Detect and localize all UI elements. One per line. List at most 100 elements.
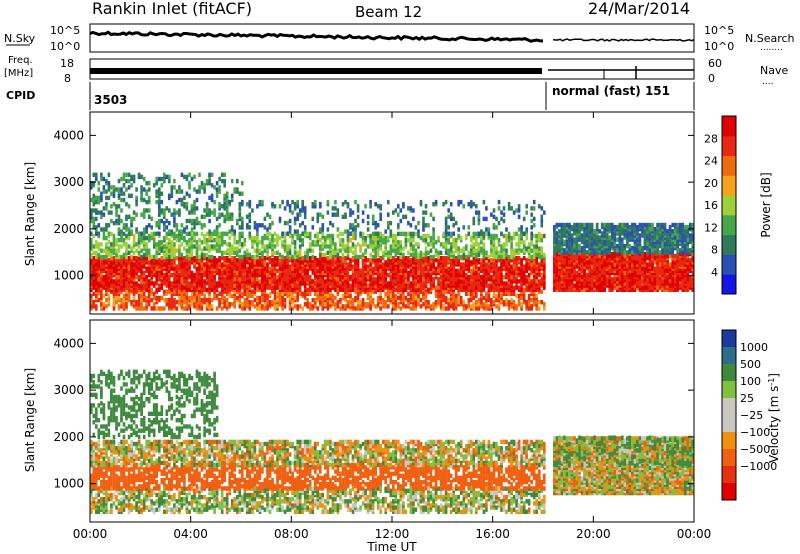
- scatter-cell-power: [241, 220, 244, 226]
- scatter-cell-power: [525, 231, 528, 237]
- scatter-cell-power: [203, 297, 206, 303]
- scatter-cell-power: [515, 262, 518, 267]
- scatter-cell-power: [253, 304, 257, 309]
- scatter-cell-power: [281, 266, 284, 271]
- scatter-cell-power: [334, 242, 337, 247]
- scatter-cell-power: [198, 185, 201, 190]
- scatter-cell-power: [258, 256, 262, 261]
- scatter-cell-power: [379, 246, 382, 251]
- scatter-cell-power: [502, 291, 506, 296]
- scatter-cell-power: [203, 240, 206, 245]
- scatter-cell-power: [100, 227, 103, 232]
- scatter-cell-power: [208, 277, 211, 282]
- scatter-cell-power: [185, 300, 189, 305]
- scatter-cell-power: [374, 238, 377, 243]
- scatter-cell-power: [140, 189, 143, 194]
- scatter-cell-power: [356, 214, 360, 219]
- scatter-cell-power: [321, 300, 325, 305]
- scatter-cell-power: [407, 256, 410, 261]
- scatter-cell-power: [356, 277, 360, 282]
- scatter-cell-power: [472, 220, 476, 226]
- scatter-cell-power: [296, 212, 299, 217]
- scatter-cell-power: [283, 244, 287, 249]
- scatter-cell-power: [417, 287, 420, 292]
- scatter-cell-power: [238, 242, 242, 247]
- scatter-cell-power: [241, 216, 244, 222]
- scatter-cell-power: [145, 181, 148, 186]
- scatter-cell-power: [92, 300, 96, 305]
- scatter-cell-power: [200, 185, 204, 190]
- scatter-cell-power: [112, 260, 116, 265]
- scatter-cell-power: [303, 225, 307, 230]
- scatter-cell-power: [163, 297, 166, 303]
- scatter-cell-power: [283, 304, 287, 309]
- scatter-cell-power: [520, 225, 523, 230]
- scatter-cell-power: [344, 244, 347, 249]
- scatter-cell-power: [520, 275, 523, 280]
- scatter-cell-power: [535, 293, 538, 299]
- scatter-cell-power: [276, 242, 279, 247]
- scatter-cell-power: [359, 304, 362, 309]
- scatter-cell-power: [379, 291, 382, 296]
- scatter-cell-power: [195, 248, 199, 253]
- scatter-cell-power: [316, 306, 320, 311]
- scatter-cell-power: [147, 187, 151, 192]
- scatter-cell-power: [402, 302, 405, 307]
- scatter-cell-power: [90, 279, 93, 284]
- scatter-cell-power: [522, 287, 526, 292]
- scatter-cell-power: [434, 300, 438, 305]
- scatter-cell-power: [95, 254, 98, 260]
- scatter-cell-power: [331, 240, 335, 245]
- scatter-cell-power: [233, 250, 236, 255]
- scatter-cell-power: [190, 218, 194, 224]
- scatter-cell-power: [241, 223, 244, 228]
- scatter-cell-power: [102, 302, 106, 307]
- scatter-cell-power: [387, 235, 390, 241]
- scatter-cell-power: [140, 302, 143, 307]
- scatter-cell-power: [452, 275, 455, 280]
- scatter-cell-power: [183, 279, 186, 284]
- scatter-cell-power: [336, 300, 340, 305]
- scatter-cell-power: [399, 208, 403, 213]
- scatter-cell-power: [457, 199, 460, 205]
- scatter-cell-power: [213, 199, 216, 205]
- scatter-cell-power: [407, 206, 410, 211]
- scatter-cell-power: [95, 195, 98, 201]
- scatter-cell-power: [125, 227, 128, 232]
- scatter-cell-power: [122, 238, 126, 243]
- scatter-cell-power: [351, 242, 355, 247]
- scatter-cell-power: [140, 268, 143, 273]
- scatter-cell-power: [122, 176, 126, 182]
- scatter-cell-power: [220, 250, 224, 255]
- scatter-cell-power: [532, 199, 536, 205]
- scatter-cell-power: [321, 281, 325, 286]
- scatter-cell-power: [301, 291, 304, 296]
- scatter-cell-power: [92, 260, 96, 265]
- scatter-cell-power: [256, 238, 259, 243]
- scatter-cell-power: [132, 216, 136, 222]
- scatter-cell-power: [321, 227, 325, 232]
- scatter-cell-power: [422, 283, 425, 288]
- scatter-cell-power: [485, 268, 488, 273]
- scatter-cell-power: [210, 231, 214, 236]
- scatter-cell-power: [319, 252, 322, 258]
- scatter-cell-power: [366, 214, 370, 219]
- scatter-cell-power: [170, 246, 174, 251]
- scatter-cell-power: [195, 240, 199, 245]
- scatter-cell-power: [142, 208, 146, 213]
- scatter-cell-power: [432, 202, 435, 207]
- scatter-cell-power: [540, 300, 544, 305]
- scatter-cell-power: [120, 254, 123, 260]
- scatter-cell-power: [127, 256, 131, 261]
- scatter-cell-power: [349, 208, 352, 213]
- scatter-cell-power: [502, 233, 506, 239]
- scatter-cell-power: [208, 229, 211, 234]
- scatter-cell-power: [351, 256, 355, 261]
- scatter-cell-power: [364, 287, 367, 292]
- scatter-cell-power: [165, 225, 169, 230]
- scatter-cell-power: [470, 297, 473, 303]
- scatter-cell-power: [321, 275, 325, 280]
- scatter-cell-power: [225, 297, 229, 303]
- scatter-cell-power: [452, 223, 455, 228]
- scatter-cell-power: [266, 252, 269, 258]
